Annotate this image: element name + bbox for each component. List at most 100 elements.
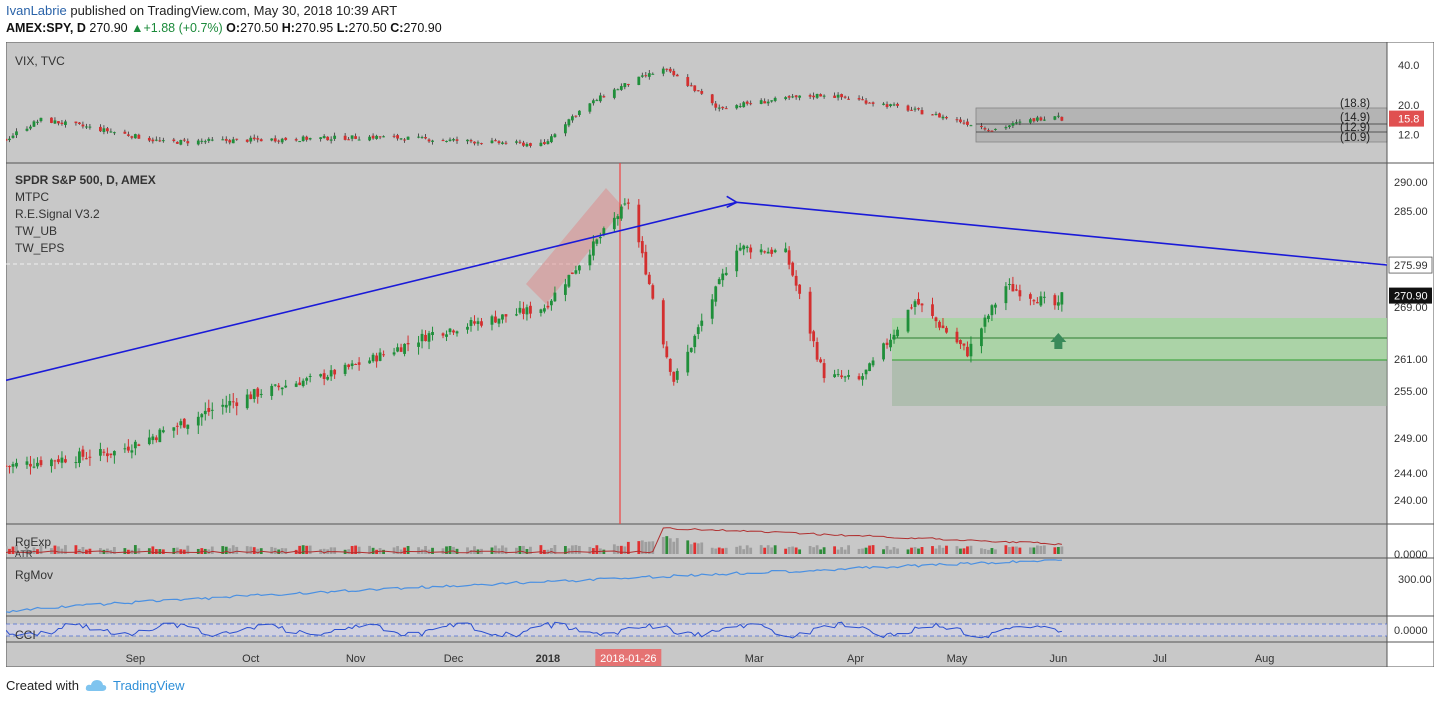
- vix-candle-body: [32, 121, 36, 127]
- vix-candle-body: [200, 140, 204, 142]
- vix-level-label: (12.9): [1340, 122, 1370, 134]
- price-tick-label: 244.00: [1394, 468, 1428, 480]
- vix-candle-body: [284, 137, 288, 140]
- vix-candle-body: [78, 122, 81, 125]
- cloud-icon: [85, 680, 107, 691]
- x-axis-label: Sep: [126, 653, 146, 665]
- vix-level-label: (10.9): [1340, 132, 1370, 144]
- candle-body: [147, 437, 151, 445]
- vix-candle-body: [473, 141, 476, 144]
- candle-body: [305, 378, 309, 381]
- vix-candle-body: [955, 119, 959, 121]
- vix-level-box: [975, 107, 1388, 143]
- vix-candle-body: [105, 128, 109, 132]
- low-value: 270.50: [348, 21, 387, 35]
- vix-candle-body: [221, 139, 225, 141]
- vix-candle-body: [1056, 115, 1060, 117]
- vix-candle-body: [1008, 125, 1011, 127]
- candle-body: [896, 329, 899, 337]
- volume-bar: [221, 546, 225, 554]
- vix-candle-body: [892, 104, 896, 106]
- high-label: H:: [281, 21, 295, 35]
- volume-bar: [228, 548, 232, 554]
- volume-bar: [1004, 545, 1008, 554]
- vix-candle-body: [137, 134, 141, 139]
- candle-body: [130, 450, 134, 453]
- vix-candle-body: [550, 136, 553, 143]
- candle-body: [326, 376, 330, 380]
- volume-bar: [861, 548, 864, 554]
- candle-body: [871, 360, 875, 366]
- candle-body: [882, 343, 885, 360]
- candle-body: [476, 321, 480, 324]
- symbol-price: 270.90: [89, 21, 128, 35]
- vix-candle-body: [515, 141, 518, 143]
- vix-candle-body: [378, 136, 382, 138]
- vix-candle-body: [896, 103, 899, 106]
- vix-candle-body: [235, 138, 239, 140]
- author-link[interactable]: IvanLabrie: [6, 3, 67, 18]
- candle-body: [78, 451, 81, 464]
- vix-candle-body: [623, 83, 627, 88]
- vix-candle-body: [567, 119, 571, 126]
- volume-bar: [357, 546, 361, 554]
- vix-candle-body: [983, 128, 987, 130]
- vix-candle-body: [392, 135, 396, 137]
- vix-candle-body: [375, 135, 378, 139]
- candle-body: [749, 247, 753, 253]
- vix-candle-body: [1011, 123, 1015, 126]
- symbol-name[interactable]: AMEX:SPY, D: [6, 21, 86, 35]
- high-value: 270.95: [294, 21, 334, 35]
- candle-body: [1056, 302, 1060, 306]
- candle-body: [396, 347, 399, 352]
- vix-candle-body: [980, 125, 983, 128]
- vix-candle-body: [672, 70, 676, 76]
- vix-candle-body: [161, 140, 165, 142]
- volume-bar: [574, 545, 578, 554]
- vix-candle-body: [151, 139, 155, 142]
- candle-body: [798, 284, 802, 294]
- candle-body: [375, 355, 378, 362]
- vix-candle-body: [675, 74, 679, 77]
- candle-body: [675, 370, 679, 380]
- vix-candle-body: [50, 117, 53, 123]
- candle-body: [298, 382, 302, 386]
- vix-candle-body: [224, 138, 228, 141]
- candle-body: [693, 335, 697, 348]
- volume-bar: [906, 549, 910, 554]
- volume-bar: [249, 546, 253, 554]
- vix-candle-body: [350, 135, 354, 139]
- volume-bar: [497, 548, 501, 554]
- candle-body: [714, 286, 718, 302]
- candle-body: [399, 347, 403, 352]
- candle-body: [934, 317, 938, 322]
- tradingview-link[interactable]: TradingView: [85, 678, 185, 693]
- candle-body: [1011, 283, 1015, 292]
- volume-bar: [696, 543, 700, 554]
- vix-candle-body: [504, 142, 508, 144]
- chart-svg[interactable]: (18.8) (14.9) (12.9) (10.9) Sep Oct Nov Dec…: [4, 41, 1435, 668]
- vix-candle-body: [406, 136, 410, 140]
- vix-candle-body: [721, 106, 725, 109]
- chart-area[interactable]: (18.8) (14.9) (12.9) (10.9) Sep Oct Nov Dec…: [4, 41, 1435, 668]
- candle-body: [738, 247, 742, 251]
- vix-candle-body: [403, 139, 406, 141]
- vix-candle-body: [231, 139, 235, 144]
- vix-candle-body: [126, 134, 130, 136]
- highlighted-date-box: [595, 649, 662, 666]
- candle-body: [1035, 302, 1039, 304]
- vix-candle-body: [525, 143, 529, 147]
- volume-bar: [619, 545, 623, 554]
- volume-bar: [515, 547, 518, 554]
- vix-candle-body: [476, 142, 480, 144]
- open-label: O:: [226, 21, 241, 35]
- vix-candle-body: [836, 94, 840, 98]
- candle-body: [889, 339, 892, 348]
- volume-bar: [766, 545, 770, 554]
- vix-candle-body: [270, 138, 274, 141]
- vix-candle-body: [333, 135, 337, 139]
- candle-body: [543, 308, 546, 312]
- volume-bar: [399, 549, 403, 554]
- close-label: C:: [390, 21, 404, 35]
- vix-candle-body: [906, 105, 910, 111]
